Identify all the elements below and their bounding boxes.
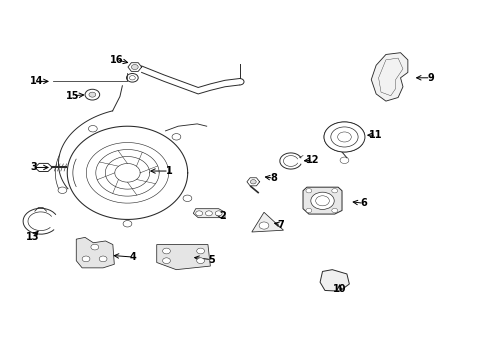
Text: 11: 11 (368, 130, 382, 140)
Circle shape (183, 195, 191, 202)
Circle shape (259, 222, 268, 229)
Circle shape (305, 189, 311, 193)
Circle shape (205, 211, 212, 216)
Text: 12: 12 (305, 155, 319, 165)
Polygon shape (193, 209, 224, 218)
Circle shape (58, 187, 67, 193)
Circle shape (172, 134, 181, 140)
Text: 15: 15 (66, 91, 80, 101)
Circle shape (310, 192, 333, 210)
Circle shape (88, 126, 97, 132)
Polygon shape (251, 212, 283, 232)
Text: 14: 14 (29, 76, 43, 86)
Circle shape (324, 122, 364, 152)
Polygon shape (320, 270, 348, 291)
Text: 1: 1 (165, 166, 172, 176)
Circle shape (123, 221, 132, 227)
Circle shape (196, 258, 204, 264)
Circle shape (162, 258, 170, 264)
Circle shape (196, 248, 204, 254)
Circle shape (331, 208, 337, 213)
Polygon shape (303, 187, 341, 214)
Circle shape (131, 64, 138, 69)
Polygon shape (370, 53, 407, 101)
Circle shape (195, 211, 202, 216)
Circle shape (82, 256, 90, 262)
Text: 8: 8 (270, 173, 277, 183)
Text: 2: 2 (219, 211, 225, 221)
Text: 4: 4 (130, 252, 137, 262)
Circle shape (85, 89, 100, 100)
Polygon shape (76, 237, 114, 268)
Text: 13: 13 (25, 232, 39, 242)
Text: 5: 5 (207, 255, 214, 265)
Text: 16: 16 (110, 55, 123, 65)
Circle shape (162, 248, 170, 254)
Text: 9: 9 (427, 73, 433, 83)
Text: 3: 3 (30, 162, 37, 172)
Circle shape (215, 211, 222, 216)
Circle shape (305, 208, 311, 213)
Circle shape (250, 180, 256, 184)
Circle shape (339, 157, 348, 163)
Text: 7: 7 (277, 220, 284, 230)
Circle shape (331, 189, 337, 193)
Circle shape (91, 244, 99, 250)
Polygon shape (157, 244, 210, 270)
Circle shape (99, 256, 107, 262)
Text: 10: 10 (332, 284, 346, 294)
Text: 6: 6 (360, 198, 366, 208)
Circle shape (89, 92, 96, 97)
